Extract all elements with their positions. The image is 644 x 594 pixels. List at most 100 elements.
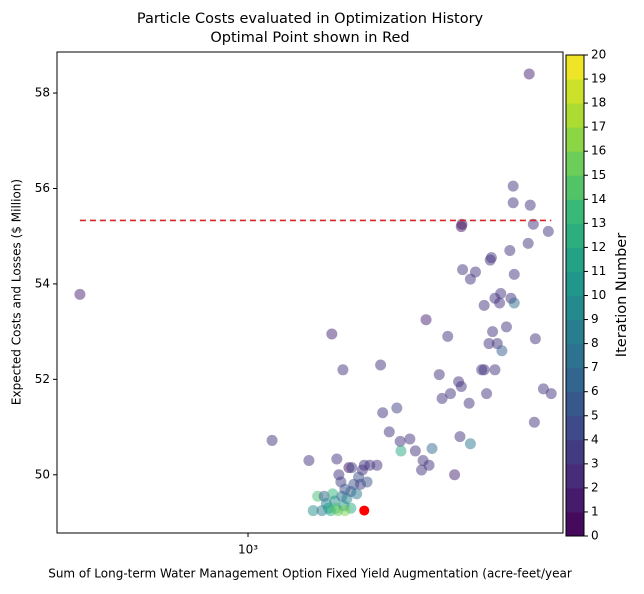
point xyxy=(489,364,501,376)
y-tick-label: 58 xyxy=(35,86,50,100)
point xyxy=(523,68,535,80)
chart-title: Particle Costs evaluated in Optimization… xyxy=(137,11,484,27)
colorbar-label: Iteration Number xyxy=(614,233,630,357)
optimal-point xyxy=(359,505,370,516)
point xyxy=(496,345,508,357)
point xyxy=(449,469,461,481)
point xyxy=(487,326,499,338)
point xyxy=(524,199,536,211)
point xyxy=(545,388,557,400)
point xyxy=(326,328,338,340)
point xyxy=(394,435,406,447)
point xyxy=(266,434,278,446)
colorbar-tick-label: 6 xyxy=(591,384,599,398)
colorbar-band xyxy=(566,223,584,248)
colorbar-band xyxy=(566,79,584,104)
point xyxy=(409,445,421,457)
colorbar-tick-label: 11 xyxy=(591,264,606,278)
point xyxy=(442,330,454,342)
colorbar-band xyxy=(566,127,584,152)
point xyxy=(331,453,343,465)
point xyxy=(485,252,497,264)
colorbar-band xyxy=(566,247,584,272)
point xyxy=(436,392,448,404)
colorbar-band xyxy=(566,391,584,417)
point xyxy=(528,416,540,428)
colorbar-tick-label: 9 xyxy=(591,312,599,326)
point xyxy=(307,505,319,517)
colorbar-band xyxy=(566,367,584,393)
point xyxy=(527,218,539,230)
colorbar-band xyxy=(566,439,584,465)
colorbar-band xyxy=(566,511,584,537)
colorbar-band xyxy=(566,271,584,296)
point xyxy=(495,287,507,299)
plot-frame xyxy=(56,51,564,534)
point xyxy=(391,402,403,414)
colorbar-tick-label: 10 xyxy=(591,288,606,302)
point xyxy=(529,333,541,345)
point xyxy=(542,225,554,237)
colorbar-tick-label: 5 xyxy=(591,408,599,422)
colorbar-tick-label: 19 xyxy=(591,72,606,86)
point xyxy=(337,364,349,376)
colorbar-tick-label: 18 xyxy=(591,96,606,110)
point xyxy=(377,407,389,419)
colorbar-band xyxy=(566,103,584,128)
point xyxy=(508,268,520,280)
colorbar-band xyxy=(566,55,584,80)
y-tick-label: 50 xyxy=(35,467,50,481)
point xyxy=(463,397,475,409)
point xyxy=(504,245,516,257)
colorbar-tick-label: 2 xyxy=(591,480,599,494)
point xyxy=(507,180,519,192)
colorbar-tick-label: 12 xyxy=(591,240,606,254)
colorbar-tick-label: 15 xyxy=(591,168,606,182)
x-tick-label: 10³ xyxy=(238,543,258,557)
colorbar-tick-label: 20 xyxy=(591,48,606,62)
y-axis-label: Expected Costs and Losses ($ Million) xyxy=(10,179,24,405)
point xyxy=(481,388,493,400)
point xyxy=(423,459,435,471)
point xyxy=(433,369,445,381)
colorbar-tick-label: 0 xyxy=(591,529,599,543)
point xyxy=(404,433,416,445)
colorbar-band xyxy=(566,415,584,441)
point xyxy=(478,299,490,311)
chart-subtitle: Optimal Point shown in Red xyxy=(210,30,409,46)
colorbar-band xyxy=(566,319,584,345)
colorbar-tick-label: 14 xyxy=(591,192,606,206)
point xyxy=(455,381,467,393)
point xyxy=(74,288,86,300)
colorbar-tick-label: 3 xyxy=(591,456,599,470)
y-tick-label: 52 xyxy=(35,372,50,386)
colorbar-band xyxy=(566,295,584,321)
point xyxy=(494,297,506,309)
point xyxy=(508,297,520,309)
point xyxy=(500,321,512,333)
point xyxy=(478,364,490,376)
point xyxy=(351,488,363,500)
colorbar-tick-label: 13 xyxy=(591,216,606,230)
point xyxy=(383,426,395,438)
y-tick-label: 56 xyxy=(35,181,50,195)
colorbar-band xyxy=(566,175,584,200)
point xyxy=(456,218,468,230)
point xyxy=(420,314,432,326)
point xyxy=(361,476,373,488)
colorbar-tick-label: 4 xyxy=(591,432,599,446)
point xyxy=(454,431,466,443)
colorbar-tick-label: 17 xyxy=(591,120,606,134)
point xyxy=(457,264,469,276)
colorbar-frame xyxy=(565,54,585,537)
colorbar-tick-label: 1 xyxy=(591,504,599,518)
colorbar-tick-label: 7 xyxy=(591,360,599,374)
point xyxy=(375,359,387,371)
point xyxy=(426,443,438,455)
colorbar-band xyxy=(566,463,584,489)
y-tick-label: 54 xyxy=(35,276,50,290)
point xyxy=(444,388,456,400)
colorbar-band xyxy=(566,199,584,224)
colorbar-tick-label: 16 xyxy=(591,144,606,158)
colorbar-tick-label: 8 xyxy=(591,336,599,350)
